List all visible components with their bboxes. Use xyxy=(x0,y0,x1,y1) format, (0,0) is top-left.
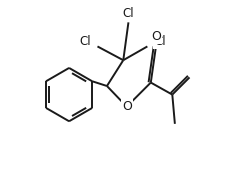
Text: Cl: Cl xyxy=(123,7,134,20)
Text: Cl: Cl xyxy=(79,35,90,48)
Text: O: O xyxy=(122,100,132,113)
Text: Cl: Cl xyxy=(154,35,166,48)
Text: O: O xyxy=(151,30,161,44)
